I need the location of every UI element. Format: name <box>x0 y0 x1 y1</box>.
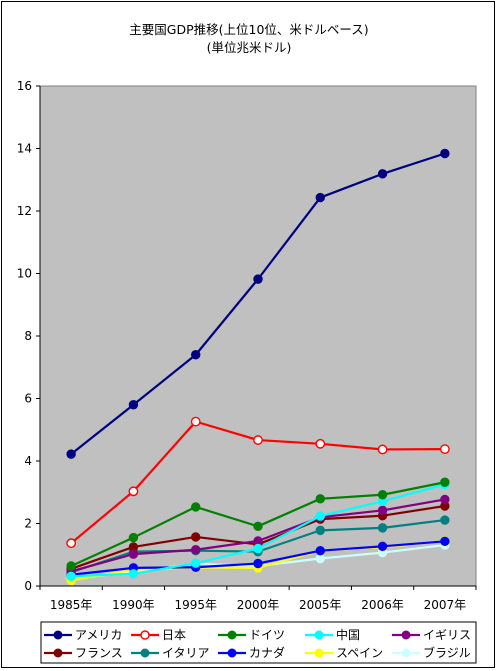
data-point <box>439 444 450 455</box>
data-point <box>315 511 325 521</box>
series-layer <box>66 148 450 586</box>
x-tick-label: 2006年 <box>361 598 404 612</box>
y-tick-label: 2 <box>24 517 32 531</box>
data-point <box>191 502 201 512</box>
legend-swatch-marker <box>53 648 63 658</box>
data-point <box>315 525 325 536</box>
x-tick-label: 2005年 <box>299 598 342 612</box>
x-tick-label: 2000年 <box>237 598 280 612</box>
legend-label: フランス <box>75 646 123 660</box>
data-point <box>253 274 263 284</box>
data-point <box>315 553 325 564</box>
series-1 <box>66 148 450 459</box>
data-point <box>253 521 263 532</box>
data-point <box>440 536 450 547</box>
legend-swatch-marker <box>401 630 411 640</box>
data-point <box>191 350 201 360</box>
legend-label: カナダ <box>249 645 285 660</box>
data-point <box>66 561 76 571</box>
legend-item: カナダ <box>218 645 285 660</box>
data-point <box>253 543 263 554</box>
legend-swatch-marker <box>314 630 324 640</box>
series-3 <box>66 477 450 571</box>
data-point <box>128 532 139 543</box>
legend-item: スペイン <box>305 646 383 660</box>
plot-area <box>39 85 477 587</box>
y-tick-label: 16 <box>17 79 32 93</box>
data-point <box>191 545 201 555</box>
data-point <box>377 541 388 552</box>
legend-swatch-marker <box>314 648 324 658</box>
x-tick-label: 2007年 <box>424 598 467 612</box>
legend-label: 日本 <box>162 628 186 642</box>
legend-label: イギリス <box>423 628 471 642</box>
series-2 <box>66 416 450 549</box>
data-point <box>253 435 263 445</box>
legend-swatch-marker <box>401 648 411 658</box>
legend-item: 日本 <box>131 628 186 642</box>
data-point <box>315 192 325 203</box>
y-tick-label: 10 <box>17 267 32 281</box>
y-tick-label: 4 <box>24 454 32 468</box>
y-tick-label: 0 <box>24 579 32 593</box>
chart-subtitle: (単位兆米ドル) <box>207 40 292 55</box>
y-tick-label: 14 <box>17 142 32 156</box>
series-4 <box>66 479 450 582</box>
y-tick-label: 12 <box>17 204 32 218</box>
y-tick-label: 6 <box>24 392 32 406</box>
data-point <box>315 545 325 556</box>
data-point <box>377 490 388 500</box>
legend-label: 中国 <box>336 627 360 642</box>
legend-swatch-marker <box>53 630 63 640</box>
legend-label: スペイン <box>336 646 383 660</box>
legend-item: ドイツ <box>218 628 285 642</box>
legend-item: ブラジル <box>392 645 471 660</box>
data-point <box>377 505 388 516</box>
legend-label: イタリア <box>162 646 210 660</box>
data-point <box>253 558 263 569</box>
data-point <box>440 148 450 159</box>
data-point <box>191 532 201 542</box>
legend-label: ブラジル <box>423 645 471 660</box>
chart-title: 主要国GDP推移(上位10位、米ドルベース) <box>129 22 368 37</box>
legend-swatch-marker <box>140 648 150 658</box>
data-point <box>191 558 201 568</box>
legend-item: アメリカ <box>44 628 122 642</box>
legend-item: イギリス <box>392 628 471 642</box>
data-point <box>440 515 450 525</box>
series-5 <box>66 494 450 577</box>
x-axis: 1985年 1990年 1995年 2000年 2005年 2006年 2007年 <box>39 585 477 612</box>
data-point <box>377 444 388 455</box>
legend-item: フランス <box>44 646 123 660</box>
data-point <box>66 449 76 459</box>
x-tick-label: 1985年 <box>50 598 93 612</box>
legend-item: イタリア <box>131 646 210 660</box>
x-tick-label: 1990年 <box>112 598 155 612</box>
data-point <box>128 549 139 559</box>
legend-swatch-marker <box>227 648 237 658</box>
legend-label: アメリカ <box>75 628 122 642</box>
data-point <box>128 569 139 579</box>
data-point <box>377 523 388 533</box>
data-point <box>440 477 450 487</box>
y-axis: 0 2 4 6 8 10 12 14 16 <box>17 79 41 593</box>
data-point <box>66 571 76 582</box>
legend-label: ドイツ <box>249 628 285 642</box>
legend-item: 中国 <box>305 627 360 642</box>
data-point <box>377 169 388 179</box>
x-tick-label: 1995年 <box>174 598 217 612</box>
data-point <box>190 416 201 427</box>
data-point <box>440 494 450 505</box>
legend-swatch-marker <box>140 630 150 640</box>
y-tick-label: 8 <box>24 329 32 343</box>
data-point <box>315 494 325 504</box>
data-point <box>66 538 77 549</box>
data-point <box>128 486 139 497</box>
data-point <box>315 438 326 449</box>
data-point <box>128 400 139 410</box>
legend-swatch-marker <box>227 630 237 640</box>
